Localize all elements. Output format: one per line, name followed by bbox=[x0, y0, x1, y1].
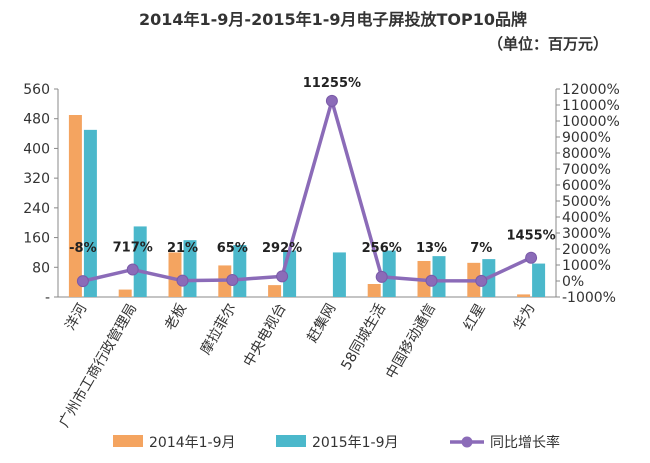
left-tick-label: 320 bbox=[23, 171, 50, 187]
right-tick-label: 5000% bbox=[562, 194, 611, 210]
category-label: 老板 bbox=[162, 301, 190, 333]
legend-swatch-2014 bbox=[113, 435, 143, 447]
bar-2014 bbox=[367, 284, 381, 297]
right-tick-label: -1000% bbox=[562, 290, 616, 306]
bar-2014 bbox=[118, 289, 132, 297]
legend-label: 2015年1-9月 bbox=[312, 435, 399, 451]
legend-swatch-growth-point bbox=[461, 436, 473, 448]
chart-subtitle: （单位：百万元） bbox=[488, 35, 608, 53]
growth-point bbox=[475, 274, 488, 287]
left-tick-label: 400 bbox=[23, 141, 50, 157]
right-tick-label: 8000% bbox=[562, 146, 611, 162]
growth-point bbox=[126, 263, 139, 276]
left-tick-label: - bbox=[45, 290, 50, 306]
growth-line: -8% 717% 21% 65% 292% 11255% 256% 13% 7% 1455% bbox=[69, 76, 556, 288]
category-label: 赶集网 bbox=[304, 301, 340, 346]
growth-data-label: 1455% bbox=[506, 229, 555, 244]
category-label: 中央电视台 bbox=[241, 301, 290, 370]
legend-label: 同比增长率 bbox=[490, 434, 560, 451]
category-label: 中国移动通信 bbox=[383, 301, 439, 382]
right-tick-label: 6000% bbox=[562, 178, 611, 194]
bars bbox=[68, 115, 546, 297]
right-tick-label: 1000% bbox=[562, 258, 611, 274]
growth-point bbox=[176, 274, 189, 287]
right-tick-label: 2000% bbox=[562, 242, 611, 258]
growth-data-label: 717% bbox=[113, 241, 153, 256]
right-tick-label: 4000% bbox=[562, 210, 611, 226]
right-tick-label: 12000% bbox=[562, 82, 620, 98]
growth-data-label: 21% bbox=[167, 241, 198, 256]
right-tick-label: 11000% bbox=[562, 98, 620, 114]
growth-data-label: 292% bbox=[262, 241, 302, 256]
bar-2015 bbox=[133, 226, 147, 297]
right-tick-label: 3000% bbox=[562, 226, 611, 242]
right-tick-label: 10000% bbox=[562, 114, 620, 130]
bar-2015 bbox=[83, 129, 97, 297]
growth-point bbox=[325, 94, 338, 107]
category-label: 洋河 bbox=[63, 301, 91, 333]
category-label: 58同城生活 bbox=[338, 301, 389, 373]
legend-label: 2014年1-9月 bbox=[149, 435, 236, 451]
bar-2014 bbox=[168, 252, 182, 297]
left-tick-label: 560 bbox=[23, 82, 50, 98]
growth-point bbox=[76, 275, 89, 288]
right-tick-label: 9000% bbox=[562, 130, 611, 146]
category-label: 华为 bbox=[511, 301, 539, 333]
growth-point bbox=[276, 270, 289, 283]
right-tick-label: 0% bbox=[562, 274, 584, 290]
growth-point bbox=[226, 273, 239, 286]
legend-swatch-2015 bbox=[276, 435, 306, 447]
left-tick-label: 240 bbox=[23, 201, 50, 217]
growth-line-path bbox=[82, 99, 532, 283]
bar-2014 bbox=[517, 294, 531, 297]
growth-data-label: 7% bbox=[470, 241, 492, 256]
bar-2015 bbox=[532, 263, 546, 297]
left-tick-label: 480 bbox=[23, 112, 50, 128]
left-tick-label: 160 bbox=[23, 231, 50, 247]
growth-point bbox=[425, 274, 438, 287]
growth-data-label: -8% bbox=[69, 241, 96, 256]
bar-2015 bbox=[332, 252, 346, 297]
bar-2015 bbox=[432, 256, 446, 297]
growth-data-label: 11255% bbox=[303, 76, 361, 91]
bar-2014 bbox=[68, 115, 82, 297]
growth-data-label: 256% bbox=[362, 241, 402, 256]
growth-data-label: 65% bbox=[217, 241, 248, 256]
category-label: 红星 bbox=[461, 301, 489, 333]
axes: - 80 160 240 320 400 480 560 -1000%0%1000%2000%3… bbox=[23, 82, 620, 306]
category-label: 摩拉菲尔 bbox=[197, 301, 240, 358]
growth-point bbox=[375, 270, 388, 283]
bar-2015 bbox=[382, 250, 396, 297]
growth-data-label: 13% bbox=[416, 241, 447, 256]
chart-title: 2014年1-9月-2015年1-9月电子屏投放TOP10品牌 bbox=[139, 10, 527, 29]
bar-2014 bbox=[268, 285, 282, 297]
growth-point bbox=[525, 251, 538, 264]
legend: 2014年1-9月 2015年1-9月 同比增长率 bbox=[113, 434, 560, 451]
right-tick-label: 7000% bbox=[562, 162, 611, 178]
left-tick-label: 80 bbox=[32, 260, 50, 276]
